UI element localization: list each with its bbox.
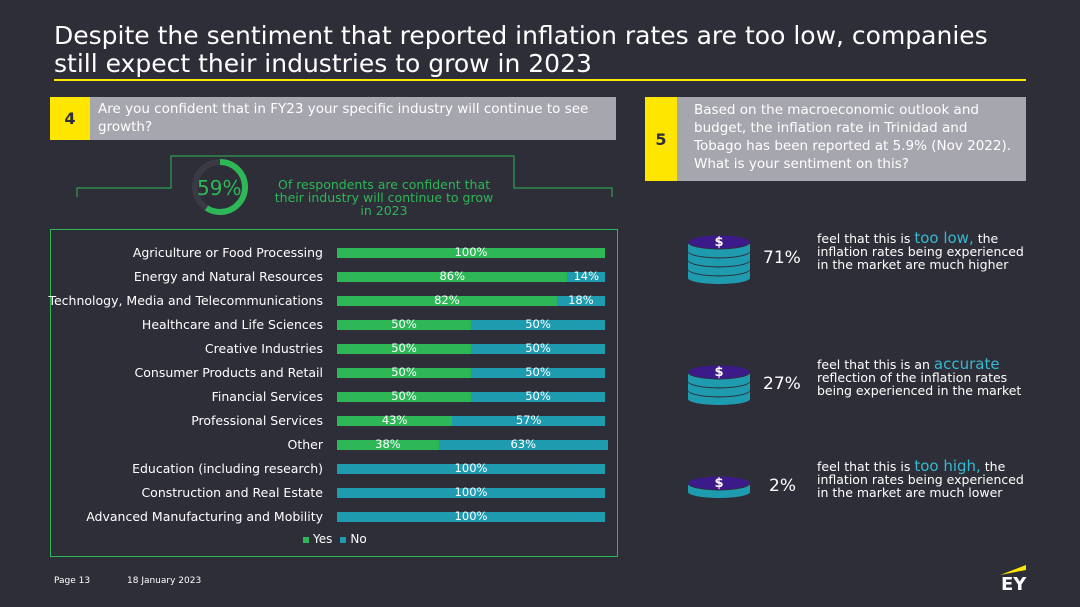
stat-text-pre: feel that this is [817, 231, 915, 246]
legend-no: No [340, 532, 367, 546]
dollar-coin-stack-icon: $ [687, 364, 751, 405]
footer-date: 18 January 2023 [127, 576, 202, 586]
stat-highlight: too high, [914, 457, 981, 475]
donut-caption: Of respondents are confident that their … [274, 177, 494, 218]
page-title: Despite the sentiment that reported infl… [54, 21, 988, 78]
stat-description: feel that this is too high, the inflatio… [817, 457, 1027, 500]
legend-yes: Yes [303, 532, 332, 546]
donut-value: 59% [197, 176, 242, 200]
stat-percent: 27% [763, 374, 801, 394]
legend-yes-swatch [303, 537, 309, 543]
stat-text-post: the inflation rates being experienced in… [817, 231, 1024, 272]
title-underline [54, 79, 1026, 81]
q5-question: Based on the macroeconomic outlook and b… [694, 102, 1012, 172]
q4-number: 4 [50, 97, 90, 140]
q4-bracket [76, 155, 613, 197]
stat-text-post: reflection of the inflation rates being … [817, 370, 1022, 398]
dollar-coin-stack-icon: $ [687, 234, 751, 284]
donut-chart [192, 159, 248, 215]
stat-percent: 2% [769, 476, 796, 496]
stat-highlight: accurate [933, 355, 1000, 373]
svg-text:$: $ [714, 476, 723, 491]
ey-logo-slash [1000, 565, 1026, 575]
ey-logo: EY [1001, 574, 1027, 595]
stat-text-post: the inflation rates being experienced in… [817, 459, 1024, 500]
svg-text:$: $ [714, 365, 723, 380]
svg-text:$: $ [714, 235, 723, 250]
stat-description: feel that this is too low, the inflation… [817, 229, 1027, 272]
q4-question: Are you confident that in FY23 your spec… [98, 101, 589, 135]
stat-description: feel that this is an accurate reflection… [817, 355, 1027, 398]
q4-header [50, 97, 616, 140]
stat-highlight: too low, [914, 229, 974, 247]
q5-number: 5 [645, 97, 677, 181]
page-number: Page 13 [54, 576, 91, 586]
q5-header [645, 97, 1026, 181]
chart-legend: Yes No [303, 532, 367, 546]
stat-text-pre: feel that this is an [817, 357, 934, 372]
dollar-coin-icon: $ [687, 475, 751, 498]
stat-percent: 71% [763, 248, 801, 268]
chart-frame [50, 229, 618, 557]
legend-no-swatch [340, 537, 347, 543]
stat-text-pre: feel that this is [817, 459, 915, 474]
